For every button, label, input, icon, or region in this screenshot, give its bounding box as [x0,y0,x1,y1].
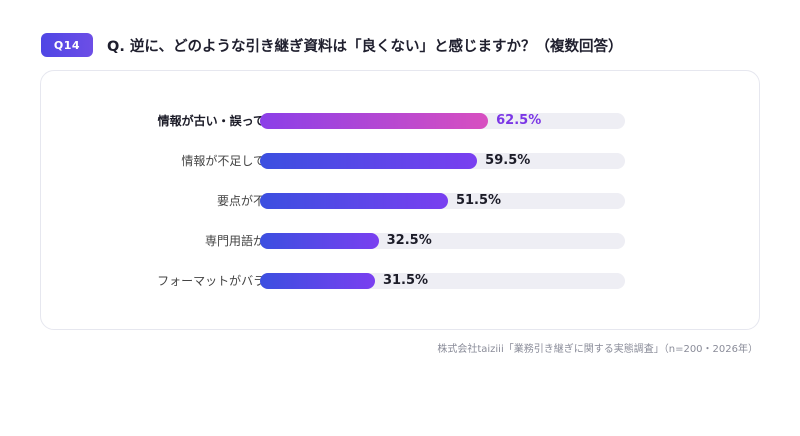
value-label: 62.5% [496,113,542,128]
source-note: 株式会社taiziii「業務引き継ぎに関する実態調査」（n=200・2026年） [437,344,758,355]
chart-card: 情報が古い・誤っている 62.5% 情報が不足している 59.5% 要点が不明確 51.5… [40,70,760,330]
question-title: Q. 逆に、どのような引き継ぎ資料は「良くない」と感じますか？（複数回答） [107,38,623,55]
bar-fill [260,153,478,169]
category-label: 情報が古い・誤っている [157,114,289,128]
category-label: フォーマットがバラバラ [157,274,289,288]
bar-fill [260,193,448,209]
bar-track [260,273,625,289]
bar-row: 専門用語が多い 32.5% [41,231,759,251]
bar-fill [260,113,489,129]
bar-track [260,153,625,169]
question-number-badge: Q14 [41,33,93,57]
value-label: 59.5% [485,153,531,168]
value-label: 31.5% [382,273,429,288]
question-header: Q14 Q. 逆に、どのような引き継ぎ資料は「良くない」と感じますか？（複数回答… [41,33,622,57]
bar-track [260,233,625,249]
bar-row: 要点が不明確 51.5% [41,191,759,211]
bar-track [260,193,625,209]
value-label: 32.5% [386,233,432,248]
bar-row: 情報が不足している 59.5% [41,151,759,171]
bar-track [260,113,625,129]
bar-row: フォーマットがバラバラ 31.5% [41,271,759,291]
bar-fill [260,233,379,249]
bar-row: 情報が古い・誤っている 62.5% [41,111,759,131]
bar-fill [260,273,375,289]
value-label: 51.5% [455,193,502,208]
